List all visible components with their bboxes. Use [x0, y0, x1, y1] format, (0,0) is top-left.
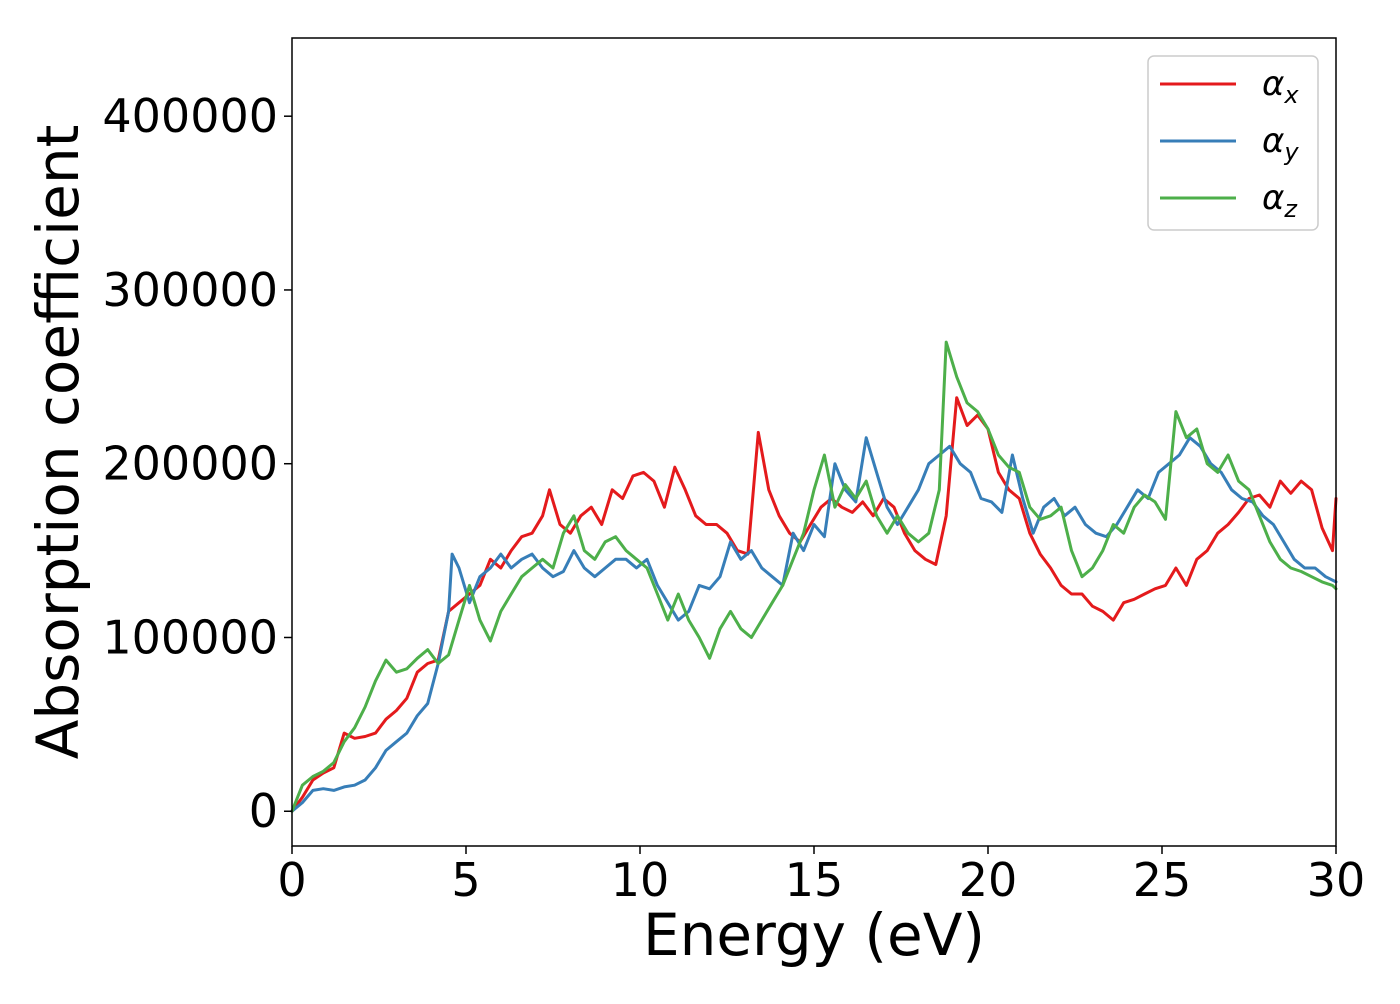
series-line-y: [290, 436, 1338, 813]
legend-subscript-z: z: [1283, 195, 1298, 223]
x-tick-label: 15: [785, 853, 844, 907]
legend-label-x: αx: [1262, 64, 1299, 109]
legend-subscript-y: y: [1283, 138, 1299, 166]
y-axis-ticks: 0 100000 200000 300000 400000: [102, 89, 292, 838]
y-tick-label: 300000: [102, 263, 278, 317]
y-tick-label: 0: [249, 784, 278, 838]
x-tick-label: 30: [1307, 853, 1366, 907]
x-tick-label: 20: [959, 853, 1018, 907]
x-tick-label: 10: [611, 853, 670, 907]
x-tick-label: 0: [277, 853, 306, 907]
legend-box: [1147, 55, 1319, 231]
y-tick-label: 100000: [102, 610, 278, 664]
x-tick-label: 25: [1133, 853, 1192, 907]
y-tick-label: 400000: [102, 89, 278, 143]
y-axis-label: Absorption coefficient: [24, 125, 92, 760]
legend-label-y: αy: [1262, 121, 1299, 166]
legend-subscript-x: x: [1283, 81, 1299, 109]
series-line-z: [290, 340, 1338, 813]
y-tick-label: 200000: [102, 437, 278, 491]
x-axis-label: Energy (eV): [643, 901, 985, 969]
x-axis-ticks: 0 5 10 15 20 25 30: [277, 846, 1365, 907]
x-tick-label: 5: [451, 853, 480, 907]
series-layer: [290, 340, 1338, 813]
